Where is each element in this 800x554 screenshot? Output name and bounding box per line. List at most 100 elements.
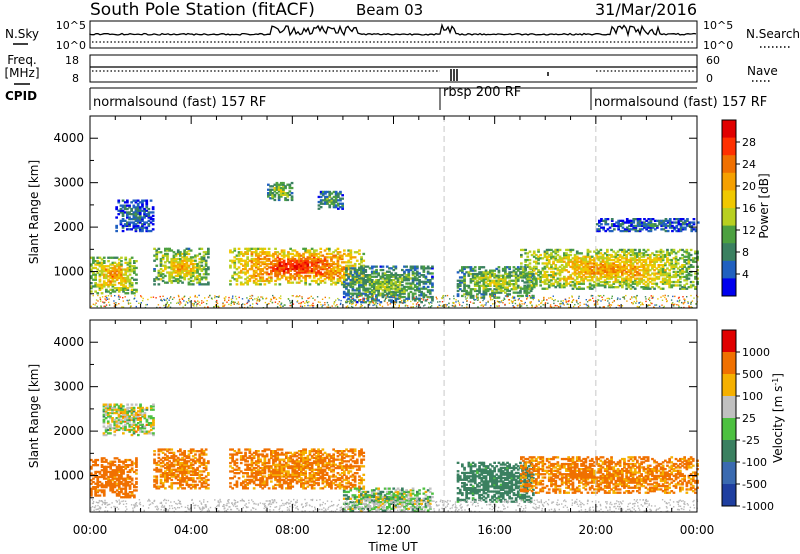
heatmap-cell [582, 258, 585, 262]
heatmap-cell [407, 294, 411, 297]
heatmap-cell [124, 280, 128, 283]
heatmap-cell [120, 271, 123, 275]
heatmap-cell [621, 229, 625, 233]
heatmap-cell [117, 273, 121, 276]
heatmap-cell [514, 279, 518, 282]
heatmap-cell [257, 273, 260, 276]
heatmap-cell [593, 262, 596, 265]
heatmap-cell [102, 494, 106, 497]
ground-scatter-point [653, 306, 655, 308]
heatmap-cell [595, 279, 598, 282]
heatmap-cell [282, 266, 286, 269]
heatmap-cell [98, 480, 102, 484]
ground-scatter-point [223, 305, 225, 307]
heatmap-cell [655, 255, 659, 258]
heatmap-cell [94, 487, 97, 490]
heatmap-cell [679, 269, 682, 272]
heatmap-cell [96, 486, 100, 489]
heatmap-cell [529, 276, 533, 279]
heatmap-cell [196, 268, 199, 271]
heatmap-cell [308, 252, 312, 256]
heatmap-cell [547, 284, 551, 287]
heatmap-cell [418, 294, 421, 297]
ground-scatter-point [562, 303, 564, 305]
heatmap-cell [659, 267, 663, 270]
heatmap-cell [588, 255, 592, 258]
heatmap-cell [656, 224, 659, 228]
heatmap-cell [128, 223, 131, 226]
heatmap-cell [558, 257, 562, 260]
heatmap-cell [604, 223, 608, 226]
heatmap-cell [608, 269, 611, 272]
heatmap-cell [100, 285, 104, 288]
heatmap-cell [115, 273, 119, 276]
heatmap-cell [608, 258, 611, 262]
ground-scatter-point [238, 303, 240, 305]
heatmap-cell [631, 265, 635, 268]
heatmap-cell [328, 194, 332, 197]
heatmap-cell [463, 272, 466, 276]
heatmap-cell [321, 202, 325, 205]
ground-scatter-point [690, 301, 692, 303]
heatmap-cell [603, 279, 607, 282]
heatmap-cell [625, 287, 628, 290]
heatmap-cell [94, 475, 97, 479]
heatmap-cell [130, 207, 133, 211]
heatmap-cell [286, 192, 290, 195]
heatmap-cell [558, 279, 562, 282]
heatmap-cell [370, 265, 374, 268]
heatmap-cell [629, 287, 633, 290]
heatmap-cell [254, 259, 258, 262]
heatmap-cell [608, 280, 611, 284]
heatmap-cell [267, 254, 271, 257]
heatmap-cell [237, 257, 241, 261]
heatmap-cell [252, 262, 256, 266]
ground-scatter-point [590, 295, 592, 297]
heatmap-cell [272, 252, 275, 256]
heatmap-cell [113, 271, 117, 275]
heatmap-cell [310, 262, 314, 266]
ground-scatter-point [586, 301, 589, 303]
heatmap-cell [133, 271, 136, 275]
ground-scatter-point [371, 299, 373, 301]
heatmap-cell [325, 276, 329, 279]
heatmap-cell [638, 272, 641, 275]
heatmap-cell [426, 267, 430, 270]
heatmap-cell [207, 256, 210, 259]
heatmap-cell [484, 271, 488, 274]
heatmap-cell [164, 268, 167, 271]
heatmap-cell [392, 294, 396, 297]
heatmap-cell [287, 262, 290, 266]
heatmap-cell [128, 218, 131, 221]
ground-scatter-point [404, 300, 407, 303]
heatmap-cell [388, 274, 391, 277]
heatmap-cell [143, 214, 146, 217]
heatmap-cell [495, 267, 499, 271]
heatmap-cell [394, 267, 398, 270]
ground-scatter-point [166, 297, 168, 300]
heatmap-cell [134, 199, 138, 202]
heatmap-cell [385, 284, 389, 287]
heatmap-cell [673, 221, 676, 224]
ground-scatter-point [349, 302, 352, 304]
ground-scatter-point [118, 303, 120, 305]
heatmap-cell [312, 268, 316, 271]
heatmap-cell [625, 250, 628, 253]
heatmap-cell [368, 277, 372, 280]
heatmap-cell [362, 289, 365, 292]
heatmap-cell [132, 221, 136, 224]
heatmap-cell [250, 251, 254, 254]
heatmap-cell [539, 270, 542, 274]
heatmap-cell [623, 279, 626, 282]
heatmap-cell [328, 199, 332, 202]
ground-scatter-point [557, 306, 560, 308]
ground-scatter-point [469, 301, 472, 303]
heatmap-cell [330, 268, 333, 271]
heatmap-cell [679, 277, 682, 280]
heatmap-cell [625, 262, 628, 265]
heatmap-cell [196, 276, 199, 279]
heatmap-cell [168, 249, 171, 252]
heatmap-cell [556, 284, 560, 287]
ground-scatter-point [210, 297, 213, 299]
heatmap-cell [385, 282, 389, 285]
